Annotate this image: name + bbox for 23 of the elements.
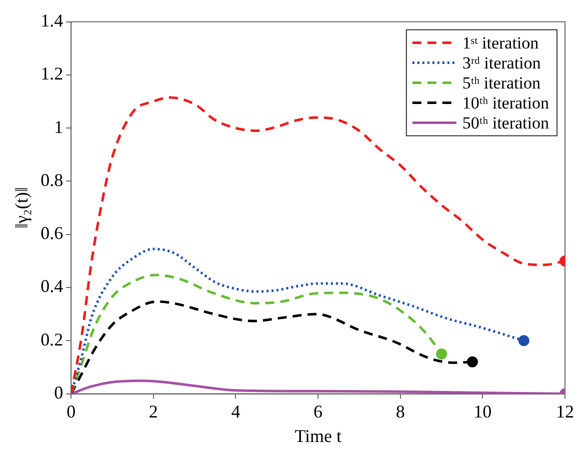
legend-label: 50ᵗʰ iteration bbox=[462, 113, 550, 132]
x-tick-label: 0 bbox=[66, 401, 76, 422]
legend-label: 5ᵗʰ iteration bbox=[462, 73, 541, 92]
point bbox=[518, 335, 530, 346]
y-tick-label: 1.2 bbox=[40, 64, 64, 84]
x-tick-label: 2 bbox=[148, 401, 158, 422]
x-tick-label: 12 bbox=[556, 401, 574, 422]
y-tick-label: 1.4 bbox=[40, 10, 64, 31]
y-tick-label: 0.4 bbox=[40, 276, 64, 296]
y-tick-label: 1 bbox=[54, 116, 64, 137]
y-tick-label: 0.8 bbox=[40, 170, 64, 190]
x-tick-label: 4 bbox=[231, 401, 240, 422]
x-tick-label: 8 bbox=[396, 401, 405, 422]
legend-label: 3ʳᵈ iteration bbox=[462, 53, 542, 72]
y-tick-label: 0.2 bbox=[40, 329, 64, 350]
y-axis-title: ‖γ₂(t)‖ bbox=[12, 187, 32, 228]
x-tick-label: 10 bbox=[474, 401, 492, 422]
legend-label: 10ᵗʰ iteration bbox=[462, 93, 550, 112]
x-tick-label: 6 bbox=[314, 401, 323, 422]
legend-label: 1ˢᵗ iteration bbox=[462, 33, 540, 52]
y-tick-label: 0.6 bbox=[40, 223, 64, 244]
y-tick-label: 0 bbox=[54, 382, 64, 403]
x-axis-title: Time t bbox=[294, 426, 342, 446]
